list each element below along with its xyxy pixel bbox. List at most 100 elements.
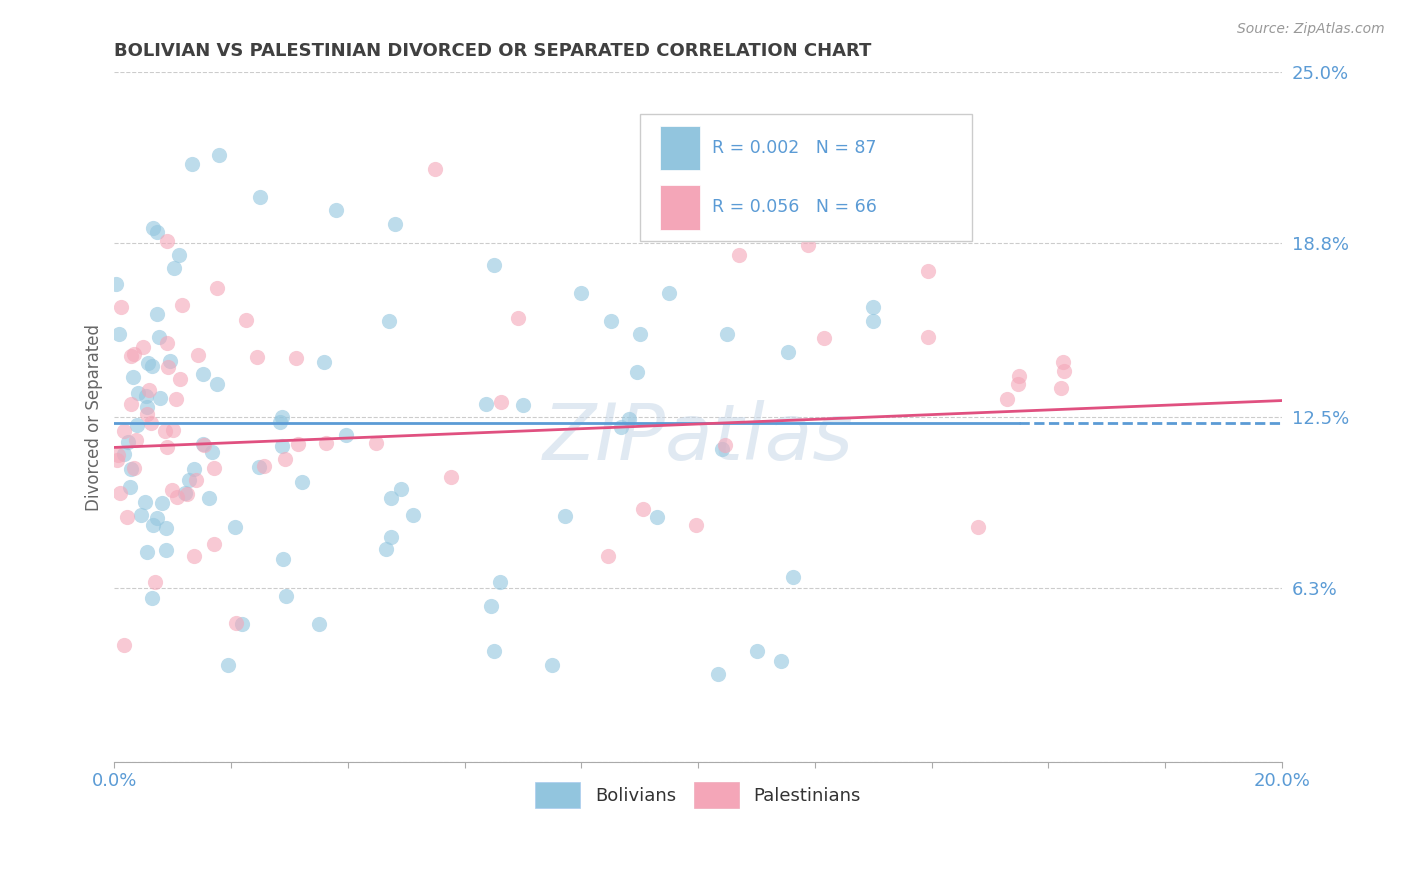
Point — [127, 386, 149, 401]
Point — [274, 589, 297, 603]
Point — [628, 327, 651, 342]
Point — [108, 326, 131, 341]
Point — [150, 496, 173, 510]
Point — [173, 486, 195, 500]
Point — [135, 389, 157, 403]
Point — [596, 549, 619, 563]
Point — [713, 438, 735, 452]
Point — [862, 313, 884, 327]
Point — [193, 368, 215, 382]
FancyBboxPatch shape — [640, 114, 973, 242]
Point — [156, 234, 179, 248]
Point — [155, 521, 177, 535]
Point — [995, 392, 1018, 406]
Point — [142, 518, 165, 533]
Point — [512, 398, 534, 412]
Point — [727, 248, 749, 262]
Point — [205, 281, 228, 295]
Point — [125, 418, 148, 433]
Point — [271, 552, 294, 566]
Point — [108, 486, 131, 500]
Point — [364, 436, 387, 450]
Point — [141, 591, 163, 605]
Text: BOLIVIAN VS PALESTINIAN DIVORCED OR SEPARATED CORRELATION CHART: BOLIVIAN VS PALESTINIAN DIVORCED OR SEPA… — [114, 42, 872, 60]
Point — [156, 336, 179, 351]
Point — [380, 491, 402, 506]
Point — [474, 397, 496, 411]
Legend: Bolivians, Palestinians: Bolivians, Palestinians — [529, 775, 869, 814]
Point — [287, 437, 309, 451]
Point — [202, 460, 225, 475]
Point — [146, 307, 169, 321]
Text: R = 0.002   N = 87: R = 0.002 N = 87 — [711, 139, 876, 157]
Point — [105, 277, 128, 291]
Point — [141, 359, 163, 373]
Point — [269, 415, 291, 429]
Point — [122, 461, 145, 475]
Point — [163, 260, 186, 275]
Point — [308, 616, 330, 631]
Point — [157, 360, 180, 375]
Point — [917, 330, 939, 344]
Point — [384, 217, 406, 231]
Point — [425, 161, 447, 176]
Point — [325, 203, 347, 218]
Point — [246, 350, 269, 364]
Point — [541, 658, 564, 673]
Point — [170, 298, 193, 312]
Point — [506, 311, 529, 326]
Point — [162, 423, 184, 437]
Y-axis label: Divorced or Separated: Divorced or Separated — [86, 324, 103, 510]
Point — [136, 545, 159, 559]
Point — [187, 348, 209, 362]
Point — [166, 491, 188, 505]
Point — [658, 285, 681, 300]
Point — [134, 494, 156, 508]
Point — [389, 482, 412, 496]
Point — [770, 654, 793, 668]
Text: Source: ZipAtlas.com: Source: ZipAtlas.com — [1237, 22, 1385, 37]
Point — [159, 353, 181, 368]
Bar — [659, 185, 700, 229]
Point — [121, 369, 143, 384]
Point — [167, 248, 190, 262]
Point — [183, 549, 205, 564]
Text: R = 0.056   N = 66: R = 0.056 N = 66 — [711, 198, 877, 216]
Point — [193, 438, 215, 452]
Point — [155, 542, 177, 557]
Point — [162, 483, 184, 498]
Point — [685, 517, 707, 532]
Point — [208, 148, 231, 162]
Point — [136, 356, 159, 370]
Point — [554, 508, 576, 523]
Point — [745, 644, 768, 658]
Point — [135, 401, 157, 415]
Point — [375, 542, 398, 557]
Point — [481, 599, 503, 613]
Point — [716, 327, 738, 342]
Point — [271, 439, 294, 453]
Point — [129, 508, 152, 523]
Point — [482, 644, 505, 658]
Point — [1008, 368, 1031, 383]
Point — [138, 383, 160, 397]
Point — [967, 520, 990, 534]
Point — [224, 519, 246, 533]
Point — [380, 530, 402, 544]
Point — [796, 238, 818, 252]
Point — [1052, 355, 1074, 369]
Point — [115, 510, 138, 524]
Point — [617, 411, 640, 425]
Point — [125, 434, 148, 448]
Point — [710, 442, 733, 456]
Point — [105, 453, 128, 467]
Point — [571, 285, 593, 300]
Point — [631, 501, 654, 516]
Point — [191, 437, 214, 451]
Point — [776, 345, 799, 359]
Point — [335, 428, 357, 442]
Point — [198, 491, 221, 505]
Point — [731, 224, 754, 238]
Point — [274, 452, 297, 467]
Point — [110, 300, 132, 314]
